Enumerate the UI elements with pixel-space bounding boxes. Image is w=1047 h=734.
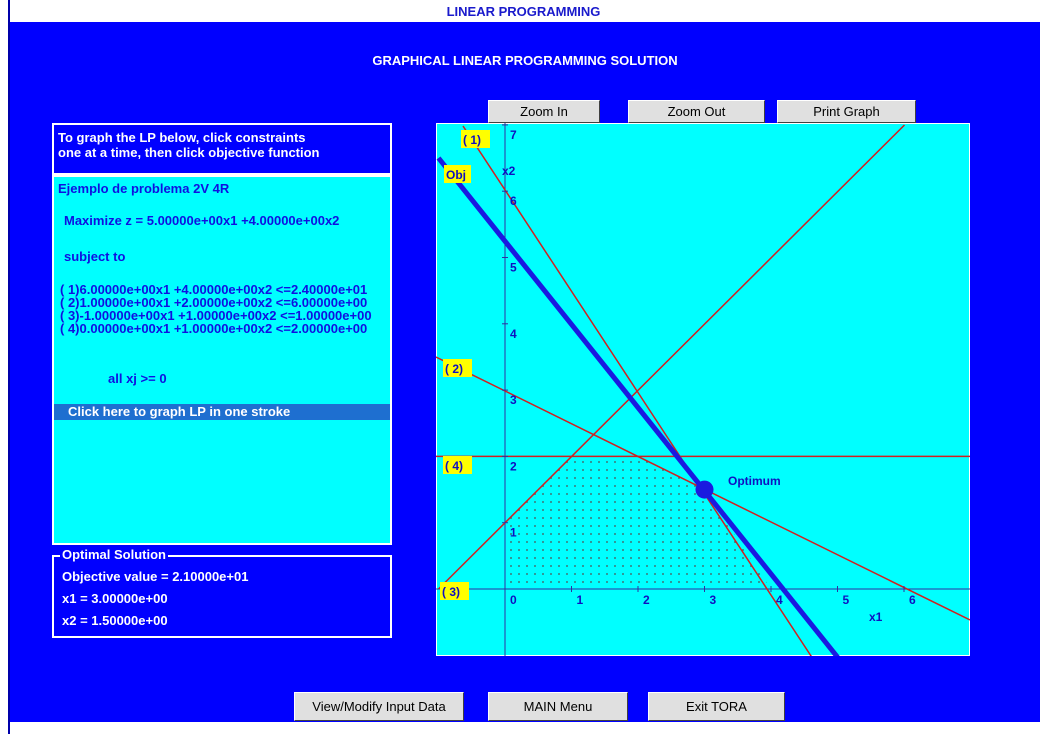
x-axis-label: x1	[869, 610, 883, 624]
y-tick-label: 7	[510, 128, 517, 142]
line-label-text[interactable]: ( 2)	[445, 362, 463, 376]
x-tick-label: 4	[776, 593, 783, 607]
window-title: LINEAR PROGRAMMING	[446, 4, 601, 19]
x-tick-label: 6	[909, 593, 916, 607]
constraint[interactable]: ( 3)-1.00000e+00x1 +1.00000e+00x2 <=1.00…	[60, 308, 372, 323]
group-title: Optimal Solution	[60, 547, 168, 562]
problem-list: Ejemplo de problema 2V 4R Maximize z = 5…	[52, 175, 392, 545]
x-tick-label: 0	[510, 593, 517, 607]
line-label: ( 1)	[461, 130, 490, 148]
window-edge	[8, 0, 10, 734]
y-axis-label: x2	[502, 164, 516, 178]
graph: Optimum x1 x2 ( 1) Obj ( 2) ( 4) ( 3) 0 1…	[436, 123, 970, 656]
heading: GRAPHICAL LINEAR PROGRAMMING SOLUTION	[372, 53, 678, 68]
optimum-label: Optimum	[728, 474, 781, 488]
y-tick-label: 6	[510, 194, 517, 208]
problem-name[interactable]: Ejemplo de problema 2V 4R	[58, 181, 230, 196]
zoom-out-button[interactable]: Zoom Out	[628, 100, 765, 123]
constraint[interactable]: ( 2)1.00000e+00x1 +2.00000e+00x2 <=6.000…	[60, 295, 368, 310]
main-menu-button[interactable]: MAIN Menu	[488, 692, 628, 721]
print-graph-button[interactable]: Print Graph	[777, 100, 916, 123]
x-tick-label: 3	[710, 593, 717, 607]
line-label-text[interactable]: ( 3)	[442, 585, 460, 599]
zoom-in-button[interactable]: Zoom In	[488, 100, 600, 123]
line-label: ( 4)	[443, 456, 472, 474]
optimum-point	[695, 480, 714, 499]
instruction-line: To graph the LP below, click constraints	[58, 130, 306, 145]
x-tick-label: 5	[843, 593, 850, 607]
y-tick-label: 1	[510, 526, 517, 540]
objective-line	[436, 156, 840, 656]
exit-button[interactable]: Exit TORA	[648, 692, 785, 721]
constraint-line	[462, 125, 812, 656]
line-label-text[interactable]: ( 4)	[445, 459, 463, 473]
optimal-solution: Optimal Solution Objective value = 2.100…	[52, 547, 392, 638]
x-tick-label: 2	[643, 593, 650, 607]
feasible-region	[505, 456, 771, 589]
nonnegativity: all xj >= 0	[108, 371, 167, 386]
y-tick-label: 4	[510, 327, 517, 341]
constraint[interactable]: ( 1)6.00000e+00x1 +4.00000e+00x2 <=2.400…	[60, 282, 368, 297]
line-label-text[interactable]: Obj	[446, 168, 466, 182]
objective-value: Objective value = 2.10000e+01	[62, 569, 249, 584]
constraint[interactable]: ( 4)0.00000e+00x1 +1.00000e+00x2 <=2.000…	[60, 321, 368, 336]
x2-value: x2 = 1.50000e+00	[62, 613, 168, 628]
line-label: ( 3)	[440, 582, 469, 600]
constraint-line	[437, 124, 906, 590]
y-tick-label: 3	[510, 393, 517, 407]
instruction-line: one at a time, then click objective func…	[58, 145, 320, 160]
y-tick-label: 5	[510, 261, 517, 275]
objective-function[interactable]: Maximize z = 5.00000e+00x1 +4.00000e+00x…	[64, 213, 340, 228]
x1-value: x1 = 3.00000e+00	[62, 591, 168, 606]
line-label: ( 2)	[443, 359, 472, 377]
subject-to: subject to	[64, 249, 126, 264]
y-tick-label: 2	[510, 459, 517, 473]
view-modify-button[interactable]: View/Modify Input Data	[294, 692, 464, 721]
graph-all-button[interactable]: Click here to graph LP in one stroke	[54, 404, 390, 420]
x-tick-label: 1	[577, 593, 584, 607]
instructions: To graph the LP below, click constraints…	[52, 123, 392, 175]
line-label: Obj	[444, 165, 471, 183]
line-label-text[interactable]: ( 1)	[463, 133, 481, 147]
